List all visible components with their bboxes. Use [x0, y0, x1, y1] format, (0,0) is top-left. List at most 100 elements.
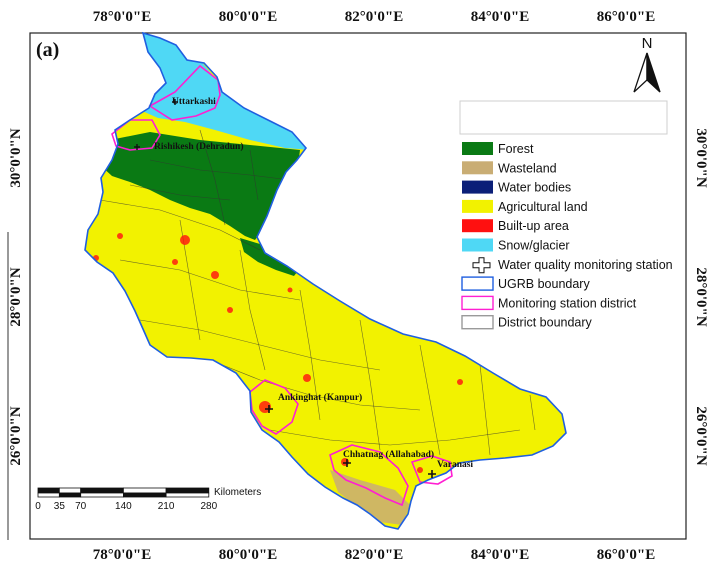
tick-label: 86°0'0"E: [597, 547, 656, 563]
district-boundary-line: [359, 319, 381, 451]
legend-item: District boundary: [461, 315, 593, 330]
scale-tick-label: 210: [158, 501, 175, 512]
built-up-patch: [172, 259, 178, 265]
tick-label: 28°0'0"N: [8, 267, 24, 326]
district-boundary-line: [249, 149, 259, 201]
scale-segment: [123, 492, 167, 498]
tick-label: 78°0'0"E: [93, 9, 152, 25]
district-boundary-line: [419, 344, 441, 456]
station-rishikesh: Rishikesh (Dehradun): [134, 141, 243, 152]
district-varanasi: [410, 455, 453, 485]
scale-segment: [123, 487, 167, 494]
cross-icon: [472, 257, 491, 274]
axis-bottom: 78°0'0"E 80°0'0"E 82°0'0"E 84°0'0"E 86°0…: [93, 547, 656, 563]
scale-segment: [37, 487, 60, 494]
district-boundary-line: [209, 359, 421, 411]
scale-segment: [80, 492, 124, 498]
scale-tick-label: 35: [54, 501, 66, 512]
scale-tick-label: 140: [115, 501, 132, 512]
district-boundary-line: [119, 259, 301, 301]
district-uttarkashi: [148, 64, 221, 121]
built-up-patch: [227, 307, 233, 313]
built-up-patch: [457, 379, 463, 385]
district-boundaries: [99, 129, 536, 456]
tick-label: 84°0'0"E: [471, 547, 530, 563]
scale-unit: Kilometers: [214, 487, 261, 498]
station-cross-icon: [343, 459, 351, 467]
north-arrow: N: [633, 35, 661, 93]
tick-label: 80°0'0"E: [219, 9, 278, 25]
north-arrow-icon-dark: [646, 52, 661, 93]
district-boundary-line: [479, 364, 491, 456]
scale-tick-label: 70: [75, 501, 87, 512]
monitoring-station-districts: [111, 64, 453, 507]
district-boundary-line: [99, 199, 261, 251]
district-boundary-line: [139, 319, 381, 371]
station-label: Ankinghat (Kanpur): [278, 392, 362, 403]
station-ankinghat: Ankinghat (Kanpur): [265, 392, 362, 413]
legend-item: Monitoring station district: [461, 295, 637, 311]
scale-segment: [58, 492, 82, 498]
legend-label: Snow/glacier: [498, 239, 570, 253]
legend-label: UGRB boundary: [498, 277, 590, 291]
north-label: N: [642, 35, 653, 52]
legend-swatch: [461, 295, 494, 311]
legend-item: Wasteland: [462, 161, 557, 175]
built-up-patch: [211, 271, 219, 279]
tick-label: 82°0'0"E: [345, 9, 404, 25]
panel-label: (a): [36, 39, 59, 61]
legend: Forest Wasteland Water bodies Agricultural …: [461, 142, 673, 330]
station-label: Chhatnag (Allahabad): [343, 449, 434, 460]
legend-label: Water quality monitoring station: [498, 258, 673, 272]
legend-item: Agricultural land: [462, 199, 588, 214]
legend-swatch: [462, 219, 493, 233]
built-up-patch: [180, 235, 190, 245]
legend-label: District boundary: [498, 316, 593, 330]
tick-label: 84°0'0"E: [471, 9, 530, 25]
legend-swatch: [462, 161, 493, 175]
scale-segment: [37, 492, 60, 498]
scale-segment: [165, 487, 210, 494]
legend-label: Wasteland: [498, 161, 557, 175]
legend-label: Water bodies: [498, 181, 571, 195]
built-up-patches: [93, 233, 463, 473]
tick-label: 30°0'0"N: [8, 128, 24, 187]
district-dehradun: [111, 119, 161, 151]
district-boundary-line: [149, 159, 291, 181]
tick-label: 80°0'0"E: [219, 547, 278, 563]
station-label: Rishikesh (Dehradun): [154, 141, 243, 152]
legend-swatch: [462, 199, 493, 213]
ugrb-boundary: [84, 31, 567, 530]
tick-label: 82°0'0"E: [345, 547, 404, 563]
district-boundary-line: [269, 429, 521, 446]
station-label: Varanasi: [437, 460, 473, 470]
district-boundary-line: [299, 289, 321, 421]
district-boundary-line: [199, 129, 226, 226]
axis-right: 30°0'0"N 28°0'0"N 26°0'0"N: [693, 128, 709, 465]
legend-label: Monitoring station district: [498, 296, 637, 310]
station-varanasi: Varanasi: [428, 460, 473, 478]
district-kanpur: [249, 379, 299, 435]
built-up-patch: [303, 374, 311, 382]
forest-area: [100, 132, 300, 240]
legend-title-box: [459, 100, 668, 135]
built-up-patch: [117, 233, 123, 239]
district-boundary-line: [239, 249, 266, 371]
legend-item: UGRB boundary: [461, 276, 590, 291]
legend-label: Built-up area: [498, 219, 569, 233]
built-up-patch: [259, 401, 271, 413]
axis-left: 30°0'0"N 28°0'0"N 26°0'0"N: [8, 128, 24, 465]
scale-segment: [80, 487, 124, 494]
built-up-patch: [417, 467, 423, 473]
legend-item: Snow/glacier: [462, 238, 570, 253]
station-cross-icon: [428, 470, 436, 478]
district-boundary-line: [129, 184, 231, 201]
legend-label: Forest: [498, 142, 534, 156]
legend-item: Water quality monitoring station: [472, 257, 673, 274]
legend-swatch: [461, 315, 494, 330]
axis-top: 78°0'0"E 80°0'0"E 82°0'0"E 84°0'0"E 86°0…: [93, 9, 656, 25]
station-cross-icon: [134, 144, 140, 150]
station-uttarkashi: Uttarkashi: [172, 97, 216, 107]
district-boundary-line: [529, 394, 536, 431]
